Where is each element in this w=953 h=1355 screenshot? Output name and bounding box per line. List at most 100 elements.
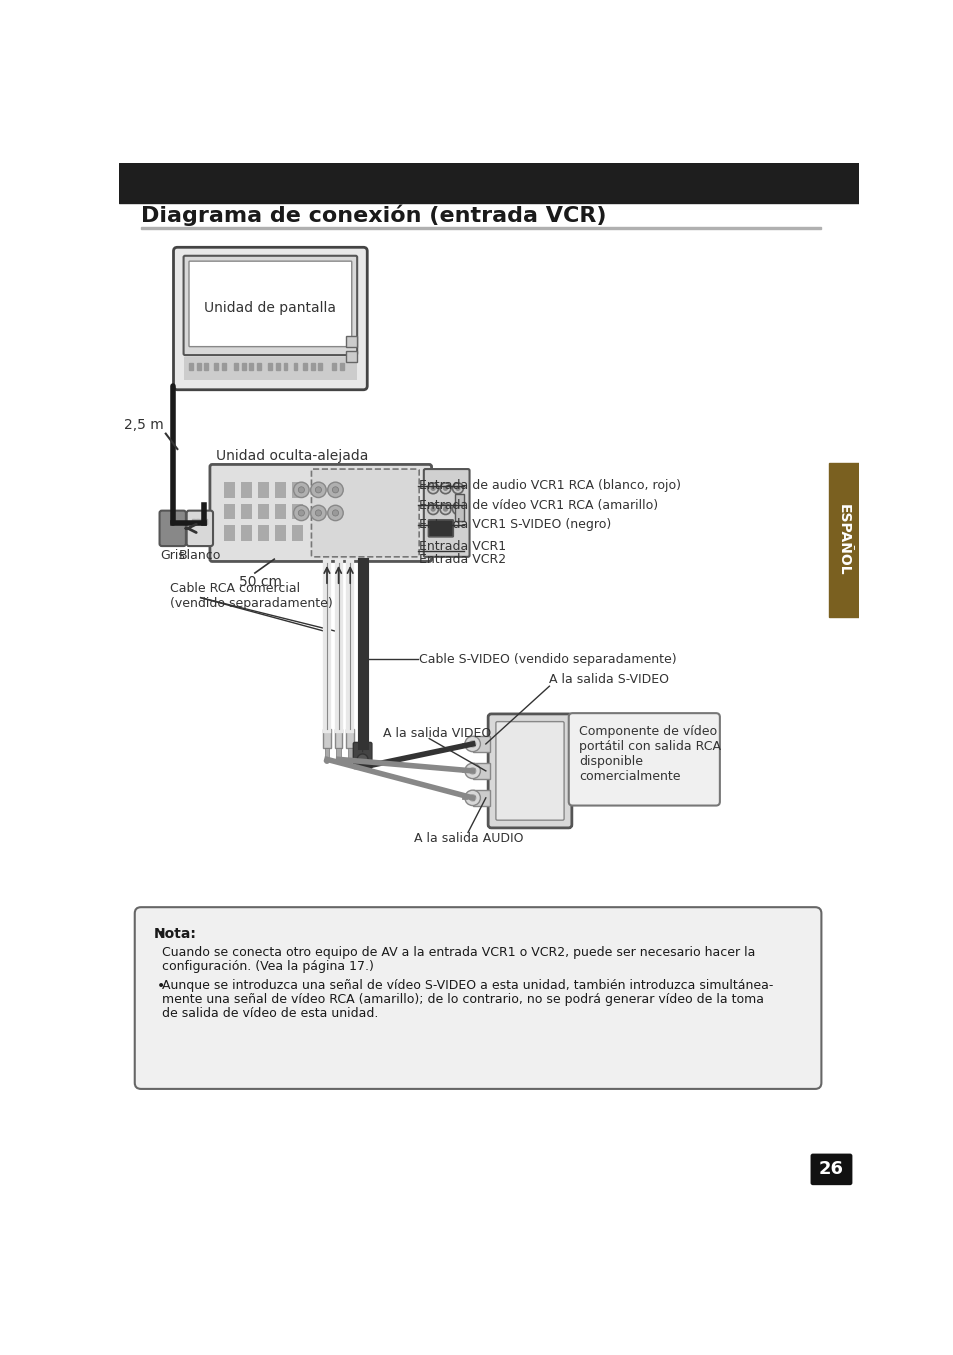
Bar: [348, 748, 353, 759]
Text: Cable RCA comercial
(vendido separadamente): Cable RCA comercial (vendido separadamen…: [170, 583, 332, 610]
Bar: [311, 363, 314, 370]
Text: Unidad de pantalla: Unidad de pantalla: [204, 301, 336, 314]
Circle shape: [427, 482, 438, 493]
Bar: [274, 482, 286, 497]
Bar: [274, 526, 286, 541]
Text: 26: 26: [818, 1160, 843, 1177]
Bar: [292, 482, 303, 497]
Circle shape: [328, 505, 343, 520]
Bar: [199, 519, 203, 524]
FancyBboxPatch shape: [353, 743, 372, 768]
Circle shape: [324, 759, 329, 763]
Bar: [303, 363, 307, 370]
Bar: [192, 519, 195, 524]
Bar: [257, 526, 269, 541]
Circle shape: [469, 768, 476, 774]
FancyBboxPatch shape: [428, 520, 453, 537]
Circle shape: [431, 507, 435, 511]
FancyBboxPatch shape: [568, 713, 720, 806]
Bar: [141, 226, 821, 229]
Text: Blanco: Blanco: [178, 549, 221, 562]
Bar: [204, 363, 208, 370]
Text: de salida de vídeo de esta unidad.: de salida de vídeo de esta unidad.: [162, 1007, 377, 1019]
Circle shape: [469, 795, 476, 801]
Bar: [275, 363, 279, 370]
Text: ESPAÑOL: ESPAÑOL: [836, 504, 850, 576]
FancyBboxPatch shape: [189, 262, 352, 347]
Circle shape: [315, 509, 321, 516]
Bar: [257, 482, 269, 497]
Text: Entrada VCR1 S-VIDEO (negro): Entrada VCR1 S-VIDEO (negro): [418, 518, 611, 531]
Circle shape: [456, 486, 459, 491]
FancyBboxPatch shape: [134, 908, 821, 1089]
Bar: [318, 363, 322, 370]
Bar: [335, 729, 342, 748]
Bar: [189, 363, 193, 370]
Circle shape: [464, 763, 480, 779]
Circle shape: [452, 504, 463, 515]
Text: Cuando se conecta otro equipo de AV a la entrada VCR1 o VCR2, puede ser necesari: Cuando se conecta otro equipo de AV a la…: [162, 946, 755, 959]
Bar: [119, 163, 858, 203]
Text: Cable S-VIDEO (vendido separadamente): Cable S-VIDEO (vendido separadamente): [418, 653, 676, 665]
FancyBboxPatch shape: [423, 469, 469, 557]
Bar: [233, 363, 237, 370]
Bar: [294, 363, 297, 370]
Circle shape: [469, 741, 476, 747]
Text: •: •: [156, 978, 165, 993]
Bar: [257, 363, 261, 370]
Circle shape: [348, 759, 353, 763]
FancyBboxPatch shape: [210, 465, 431, 561]
Bar: [472, 736, 489, 752]
Circle shape: [427, 504, 438, 515]
Bar: [213, 363, 217, 370]
Text: •: •: [156, 927, 165, 942]
Text: A la salida VIDEO: A la salida VIDEO: [382, 728, 491, 740]
Bar: [257, 504, 269, 519]
Bar: [222, 363, 226, 370]
Bar: [224, 504, 234, 519]
Text: Entrada VCR2: Entrada VCR2: [418, 553, 506, 566]
FancyBboxPatch shape: [187, 511, 213, 546]
Bar: [241, 363, 245, 370]
Circle shape: [328, 482, 343, 497]
Circle shape: [439, 482, 451, 493]
Circle shape: [332, 486, 338, 493]
Text: 2,5 m: 2,5 m: [124, 419, 164, 432]
Bar: [283, 363, 287, 370]
Text: Entrada de vídeo VCR1 RCA (amarillo): Entrada de vídeo VCR1 RCA (amarillo): [418, 499, 658, 512]
Bar: [241, 482, 252, 497]
Bar: [335, 748, 340, 759]
Text: mente una señal de vídeo RCA (amarillo); de lo contrario, no se podrá generar ví: mente una señal de vídeo RCA (amarillo);…: [162, 993, 763, 1005]
Circle shape: [315, 486, 321, 493]
Circle shape: [464, 736, 480, 752]
Bar: [346, 351, 356, 362]
Circle shape: [443, 486, 447, 491]
Bar: [224, 526, 234, 541]
Circle shape: [294, 505, 309, 520]
Text: Nota:: Nota:: [154, 927, 196, 942]
FancyBboxPatch shape: [159, 511, 186, 546]
FancyBboxPatch shape: [810, 1153, 852, 1186]
Circle shape: [443, 507, 447, 511]
Bar: [346, 729, 354, 748]
Bar: [241, 504, 252, 519]
FancyBboxPatch shape: [488, 714, 571, 828]
Bar: [204, 519, 207, 524]
Bar: [472, 790, 489, 806]
Bar: [332, 363, 335, 370]
Bar: [346, 336, 356, 347]
Text: Aunque se introduzca una señal de vídeo S-VIDEO a esta unidad, también introduzc: Aunque se introduzca una señal de vídeo …: [162, 978, 773, 992]
Bar: [249, 363, 253, 370]
Circle shape: [431, 486, 435, 491]
Circle shape: [311, 482, 326, 497]
FancyBboxPatch shape: [173, 248, 367, 390]
Circle shape: [356, 753, 368, 764]
Circle shape: [294, 482, 309, 497]
Text: A la salida AUDIO: A la salida AUDIO: [414, 832, 522, 846]
FancyBboxPatch shape: [496, 722, 563, 820]
Bar: [274, 504, 286, 519]
Bar: [472, 763, 489, 779]
Text: 50 cm: 50 cm: [239, 575, 282, 588]
Circle shape: [311, 505, 326, 520]
Bar: [828, 463, 858, 617]
